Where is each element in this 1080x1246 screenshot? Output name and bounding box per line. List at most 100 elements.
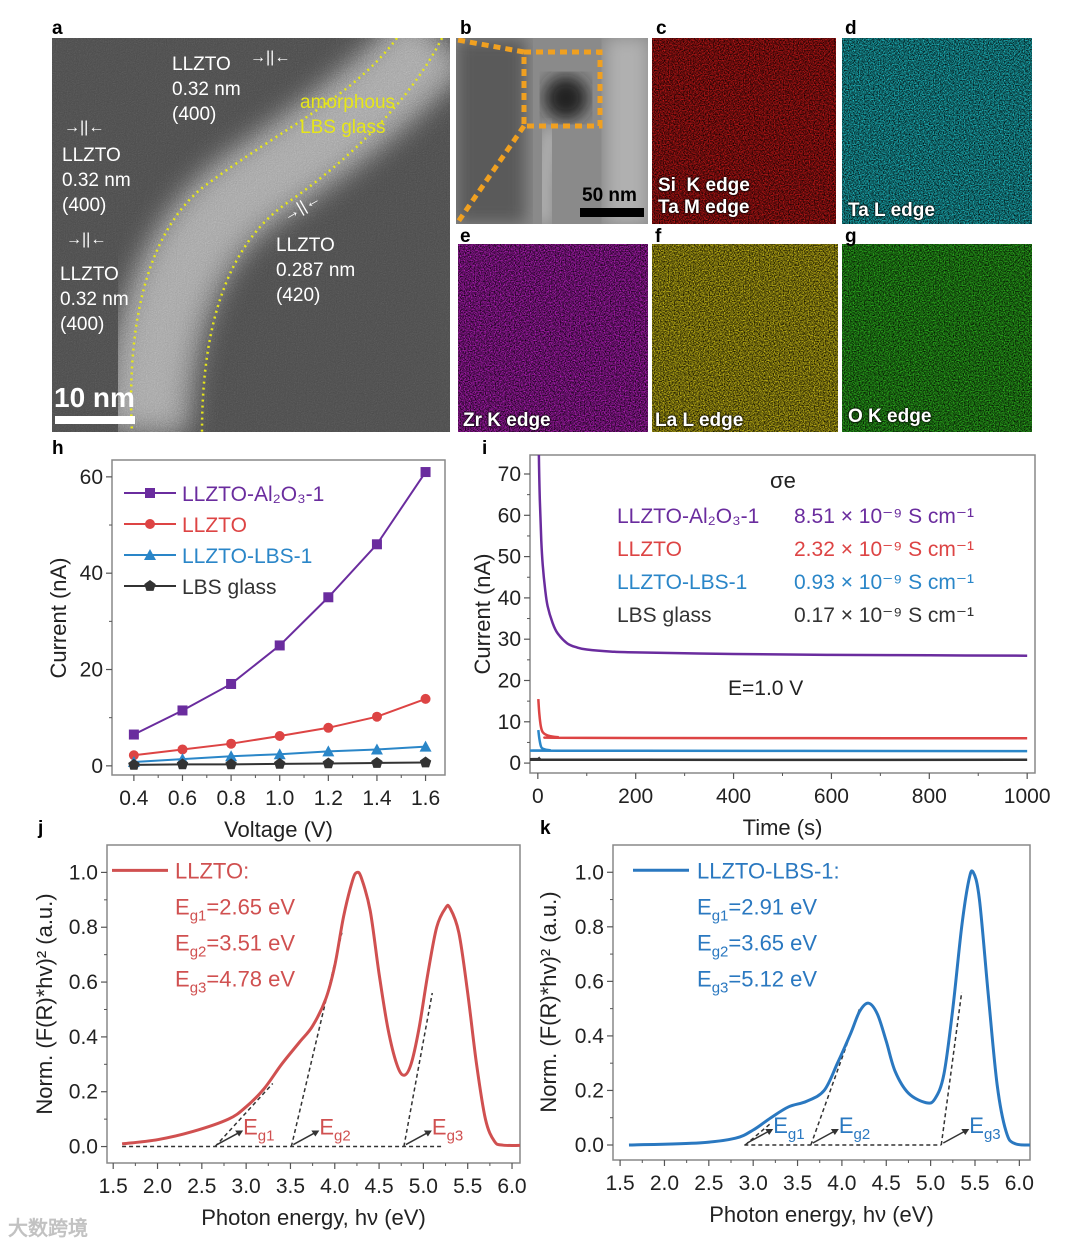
lattice-label-3: LLZTO 0.32 nm (400): [60, 262, 129, 337]
series-line: [133, 471, 427, 736]
series-line: [537, 455, 1028, 657]
x-tick-label: 5.5: [960, 1172, 989, 1195]
label-phase: LLZTO: [60, 264, 119, 285]
arrow-head-icon: [235, 1130, 244, 1137]
value: =4.78 eV: [206, 966, 295, 991]
circle-marker: [128, 750, 139, 761]
y-tick-label: 0.4: [575, 1025, 605, 1048]
x-tick-label: 6.0: [1005, 1172, 1034, 1195]
eds-map-o: [842, 244, 1032, 432]
label-plane: (400): [60, 314, 105, 335]
y-tick-label: 70: [498, 463, 521, 486]
map-label-si: Si K edge: [658, 175, 750, 196]
label-plane: (420): [276, 285, 321, 306]
x-axis-label: Time (s): [743, 815, 823, 840]
value: =3.51 eV: [206, 930, 295, 955]
x-tick-label: 3.5: [783, 1172, 812, 1195]
label-line: LBS glass: [300, 117, 386, 138]
arrow-icon: [292, 1131, 316, 1146]
x-tick-label: 800: [912, 785, 947, 808]
circle-marker: [323, 722, 334, 733]
y-tick-label: 50: [498, 546, 521, 569]
x-tick-label: 1.0: [265, 787, 294, 810]
x-tick-label: 2.5: [187, 1175, 216, 1198]
x-tick-label: 0: [532, 785, 544, 808]
arrow-icon: [405, 1131, 429, 1146]
circle-marker: [177, 744, 188, 755]
amorphous-glass-label: amorphous LBS glass: [300, 90, 395, 140]
x-tick-label: 4.5: [364, 1175, 393, 1198]
fringe-arrows-icon: →||←: [64, 119, 105, 136]
x-axis-label: Voltage (V): [224, 817, 333, 842]
x-tick-label: 1.6: [411, 787, 440, 810]
band-gap-marker: Eg2: [319, 1115, 350, 1145]
e-symbol: E: [697, 930, 712, 955]
label-phase: LLZTO: [62, 145, 121, 166]
x-tick-label: 0.4: [119, 787, 149, 810]
subscript: g2: [334, 1128, 351, 1145]
band-gap-value: Eg2=3.65 eV: [697, 930, 817, 960]
stem-image: [456, 38, 648, 224]
panel-letter-h: h: [52, 438, 64, 459]
conductivity-value: 8.51 × 10⁻⁹ S cm⁻¹: [794, 505, 974, 528]
tangent-line: [940, 992, 963, 1146]
band-gap-value: Eg3=4.78 eV: [175, 966, 295, 996]
y-tick-label: 0: [91, 755, 103, 778]
square-marker: [274, 640, 285, 651]
x-tick-label: 4.5: [872, 1172, 901, 1195]
subscript: g2: [712, 943, 729, 960]
band-gap-value: Eg1=2.65 eV: [175, 894, 295, 924]
chart-i: 0 200 400 600 800 1000 0 10 20 30 40 50 60 70 Time (s)…: [470, 454, 1051, 840]
pentagon-marker: [225, 758, 237, 770]
subscript: g1: [190, 907, 207, 924]
subscript: g3: [712, 979, 729, 996]
scale-bar-label: 50 nm: [582, 185, 637, 206]
label-phase: LLZTO: [172, 54, 231, 75]
triangle-marker: [144, 549, 156, 560]
band-gap-marker: Eg3: [432, 1115, 463, 1145]
label-spacing: 0.32 nm: [62, 170, 131, 191]
pentagon-marker: [419, 756, 432, 768]
band-gap-value: Eg2=3.51 eV: [175, 930, 295, 960]
spectrum-curve: [121, 870, 520, 1147]
x-tick-label: 1.2: [314, 787, 343, 810]
map-label-ta-m: Ta M edge: [658, 197, 750, 218]
pentagon-marker: [371, 756, 383, 768]
panel-letter-i: i: [482, 438, 488, 459]
value: =2.65 eV: [206, 894, 295, 919]
arrow-icon: [942, 1130, 966, 1144]
square-marker: [371, 539, 382, 550]
y-tick-label: 1.0: [575, 861, 604, 884]
legend-title: σe: [770, 468, 796, 493]
label-plane: (400): [172, 104, 217, 125]
square-marker: [145, 488, 155, 498]
tangent-line: [744, 1122, 772, 1146]
y-tick-label: 30: [498, 628, 521, 651]
subscript: g2: [190, 943, 207, 960]
y-tick-label: 0.2: [69, 1081, 98, 1104]
label-phase: LLZTO: [276, 235, 335, 256]
panel-letter-k: k: [540, 818, 551, 839]
hrtem-image: [52, 38, 450, 432]
panel-letter-f: f: [655, 226, 662, 247]
plot-area: [628, 869, 1030, 1147]
e-symbol: E: [243, 1115, 258, 1140]
arrow-head-icon: [423, 1130, 432, 1137]
chart-j: 1.5 2.0 2.5 3.0 3.5 4.0 4.5 5.0 5.5 6.0 0.0 0.2 0.4 0…: [32, 844, 527, 1230]
panel-letter-e: e: [460, 226, 471, 247]
legend-label: LLZTO:: [175, 858, 249, 883]
band-gap-marker: Eg2: [839, 1113, 870, 1143]
legend-label: LBS glass: [617, 604, 712, 627]
circle-marker: [226, 738, 237, 749]
map-label-la: La L edge: [655, 410, 744, 431]
voltage-annotation: E=1.0 V: [728, 677, 803, 700]
x-tick-label: 3.5: [276, 1175, 305, 1198]
map-label-ta-l: Ta L edge: [848, 200, 935, 221]
panel-letter-a: a: [52, 18, 63, 39]
tangent-line: [403, 992, 433, 1147]
x-tick-label: 6.0: [497, 1175, 526, 1198]
y-axis-label: Norm. (F(R)*hv)² (a.u.): [536, 891, 561, 1112]
watermark: 大数跨境: [8, 1218, 88, 1240]
x-tick-label: 3.0: [739, 1172, 768, 1195]
